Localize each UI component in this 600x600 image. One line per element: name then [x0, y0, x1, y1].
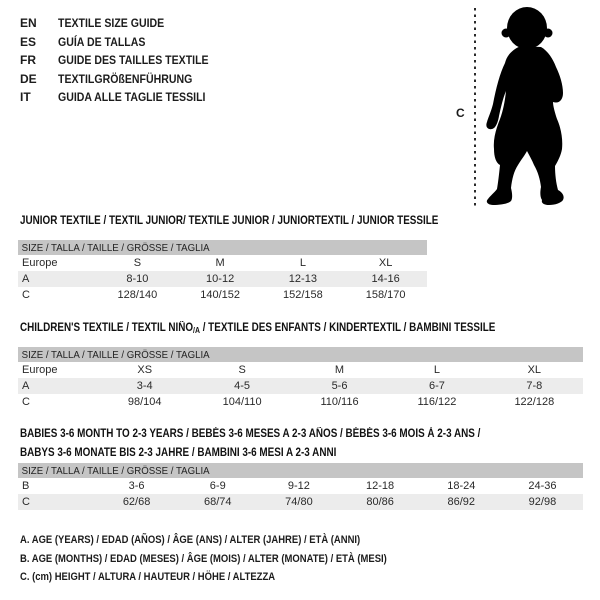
size-cell: S	[238, 364, 246, 376]
height-cell: 74/80	[285, 496, 313, 508]
table-header-bar: SIZE / TALLA / TAILLE / GRÖSSE / TAGLIA	[18, 463, 583, 478]
table-row: B 3-6 6-9 9-12 12-18 18-24 24-36	[18, 478, 583, 494]
language-label: TEXTILE SIZE GUIDE	[58, 16, 165, 30]
children-size-table: SIZE / TALLA / TAILLE / GRÖSSE / TAGLIA …	[18, 347, 583, 410]
language-label: GUÍA DE TALLAS	[58, 34, 146, 49]
height-cell: 158/170	[365, 289, 406, 301]
age-cell: 6-7	[428, 380, 445, 392]
size-cell: L	[433, 364, 440, 376]
language-code: ES	[20, 34, 37, 49]
baby-silhouette	[486, 7, 564, 205]
table-row: C 128/140 140/152 152/158 158/170	[18, 287, 427, 303]
children-title-subscript: /A	[193, 326, 200, 335]
height-cell: 68/74	[203, 496, 232, 508]
height-cell: 86/92	[447, 496, 476, 508]
language-row-es: ES GUÍA DE TALLAS	[20, 33, 229, 52]
height-cell: 110/116	[320, 396, 359, 408]
size-header-label: SIZE / TALLA / TAILLE / GRÖSSE / TAGLIA	[21, 348, 210, 361]
language-code: DE	[20, 71, 37, 86]
legend-line-a: A. AGE (YEARS) / EDAD (AÑOS) / ÂGE (ANS)…	[20, 534, 361, 546]
table-row: Europe S M L XL	[18, 255, 427, 271]
size-cell: XL	[378, 257, 393, 269]
age-cell: 14-16	[371, 273, 400, 285]
row-label: A	[22, 273, 30, 285]
age-cell: 3-6	[128, 480, 145, 492]
table-row: Europe XS S M L XL	[18, 362, 583, 378]
babies-size-table: SIZE / TALLA / TAILLE / GRÖSSE / TAGLIA …	[18, 463, 583, 510]
age-cell: 7-8	[526, 380, 543, 392]
children-title-post: / TEXTILE DES ENFANTS / KINDERTEXTIL / B…	[199, 322, 496, 334]
babies-section-title: BABIES 3-6 MONTH TO 2-3 YEARS / BEBÉS 3-…	[20, 425, 480, 463]
language-code: EN	[20, 16, 37, 30]
size-cell: S	[133, 257, 142, 269]
legend-line-c: C. (cm) HEIGHT / ALTURA / HAUTEUR / HÖHE…	[20, 571, 276, 583]
size-cell: XS	[137, 364, 153, 376]
legend-line-b: B. AGE (MONTHS) / EDAD (MESES) / ÂGE (MO…	[20, 552, 387, 565]
language-label: GUIDA ALLE TAGLIE TESSILI	[58, 90, 206, 104]
language-list: EN TEXTILE SIZE GUIDE ES GUÍA DE TALLAS …	[20, 14, 229, 107]
height-cell: 140/152	[200, 289, 240, 301]
babies-title-line2: BABYS 3-6 MONATE BIS 2-3 JAHRE / BAMBINI…	[20, 447, 337, 459]
language-row-fr: FR GUIDE DES TAILLES TEXTILE	[20, 51, 229, 70]
height-cell: 128/140	[117, 289, 158, 301]
height-cell: 104/110	[222, 396, 262, 408]
language-row-it: IT GUIDA ALLE TAGLIE TESSILI	[20, 88, 229, 107]
age-cell: 24-36	[528, 480, 557, 492]
size-cell: L	[299, 257, 306, 269]
age-cell: 6-9	[209, 480, 226, 492]
height-measure-label: C	[456, 106, 465, 120]
age-cell: 12-18	[366, 480, 395, 492]
language-code: FR	[20, 53, 36, 67]
babies-title-line1: BABIES 3-6 MONTH TO 2-3 YEARS / BEBÉS 3-…	[20, 428, 481, 440]
age-cell: 4-5	[234, 380, 251, 392]
height-cell: 62/68	[122, 496, 151, 508]
size-header-label: SIZE / TALLA / TAILLE / GRÖSSE / TAGLIA	[21, 464, 210, 477]
row-label: B	[22, 480, 30, 492]
height-cell: 116/122	[417, 396, 457, 408]
age-cell: 3-4	[136, 380, 153, 392]
language-row-en: EN TEXTILE SIZE GUIDE	[20, 14, 229, 33]
height-measure-dashed-line	[474, 8, 476, 208]
age-cell: 12-13	[288, 273, 317, 285]
children-title-pre: CHILDREN'S TEXTILE / TEXTIL NIÑO	[20, 322, 194, 334]
height-cell: 80/86	[366, 496, 394, 508]
table-row: C 62/68 68/74 74/80 80/86 86/92 92/98	[18, 494, 583, 510]
language-label: TEXTILGRÖßENFÜHRUNG	[58, 71, 193, 86]
row-label: A	[22, 380, 30, 392]
age-cell: 5-6	[331, 380, 348, 392]
age-cell: 18-24	[447, 480, 476, 492]
row-label: C	[22, 496, 30, 508]
age-cell: 10-12	[206, 273, 235, 285]
age-cell: 9-12	[287, 480, 310, 492]
size-cell: XL	[527, 364, 542, 376]
row-label: C	[22, 289, 30, 301]
table-header-bar: SIZE / TALLA / TAILLE / GRÖSSE / TAGLIA	[18, 240, 427, 255]
height-cell: 98/104	[127, 396, 162, 408]
row-label: C	[22, 396, 30, 408]
size-cell: M	[215, 257, 225, 269]
row-label: Europe	[22, 364, 58, 376]
table-row: C 98/104 104/110 110/116 116/122 122/128	[18, 394, 583, 410]
table-header-bar: SIZE / TALLA / TAILLE / GRÖSSE / TAGLIA	[18, 347, 583, 362]
measurement-legend: A. AGE (YEARS) / EDAD (AÑOS) / ÂGE (ANS)…	[20, 531, 447, 587]
size-header-label: SIZE / TALLA / TAILLE / GRÖSSE / TAGLIA	[21, 241, 210, 254]
table-row: A 3-4 4-5 5-6 6-7 7-8	[18, 378, 583, 394]
height-cell: 122/128	[514, 396, 555, 408]
junior-section-title: JUNIOR TEXTILE / TEXTIL JUNIOR/ TEXTILE …	[20, 215, 439, 227]
height-cell: 92/98	[528, 496, 557, 508]
children-section-title: CHILDREN'S TEXTILE / TEXTIL NIÑO/A / TEX…	[20, 322, 495, 337]
size-cell: M	[334, 364, 345, 376]
height-cell: 152/158	[282, 289, 323, 301]
language-code: IT	[20, 90, 31, 104]
language-row-de: DE TEXTILGRÖßENFÜHRUNG	[20, 70, 229, 89]
age-cell: 8-10	[126, 273, 149, 285]
table-row: A 8-10 10-12 12-13 14-16	[18, 271, 427, 287]
junior-size-table: SIZE / TALLA / TAILLE / GRÖSSE / TAGLIA …	[18, 240, 427, 303]
row-label: Europe	[22, 257, 58, 269]
language-label: GUIDE DES TAILLES TEXTILE	[58, 53, 209, 67]
